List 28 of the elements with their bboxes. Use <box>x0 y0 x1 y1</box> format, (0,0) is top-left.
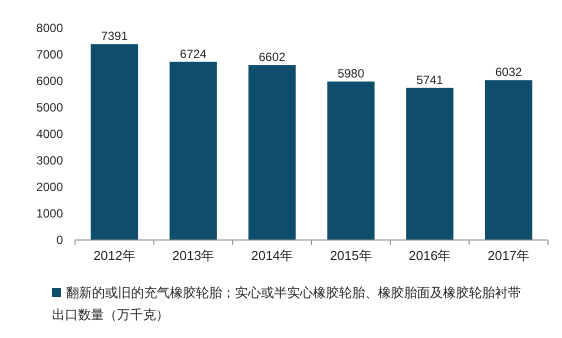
data-label: 5741 <box>416 72 444 87</box>
data-label: 5980 <box>338 66 365 81</box>
bar <box>90 44 138 240</box>
x-tick-label: 2016年 <box>408 248 451 263</box>
y-tick-label: 4000 <box>36 127 64 141</box>
bar <box>248 65 296 240</box>
bar <box>406 88 454 240</box>
y-tick-label: 2000 <box>36 180 64 194</box>
y-tick-label: 6000 <box>36 74 64 88</box>
x-tick-label: 2015年 <box>330 248 372 263</box>
x-tick-label: 2013年 <box>172 248 214 263</box>
data-label: 6602 <box>258 50 286 64</box>
x-tick-label: 2014年 <box>251 248 294 263</box>
bar <box>170 62 217 240</box>
data-label: 6724 <box>180 46 207 61</box>
y-tick-label: 3000 <box>36 154 64 168</box>
y-tick-label: 7000 <box>36 48 64 62</box>
y-tick-label: 1000 <box>36 206 64 220</box>
bar <box>327 82 375 240</box>
x-tick-label: 2012年 <box>93 248 136 263</box>
x-tick-label: 2017年 <box>488 248 530 263</box>
legend-label: 翻新的或旧的充气橡胶轮胎；实心或半实心橡胶轮胎、橡胶胎面及橡胶轮胎衬带出口数量（万千克） <box>52 284 522 324</box>
y-tick-label: 0 <box>56 233 64 247</box>
y-tick-label: 5000 <box>36 100 64 114</box>
y-tick-label: 8000 <box>36 21 64 35</box>
bar <box>484 80 532 240</box>
data-label: 6032 <box>495 65 522 80</box>
data-label: 7391 <box>101 29 128 44</box>
